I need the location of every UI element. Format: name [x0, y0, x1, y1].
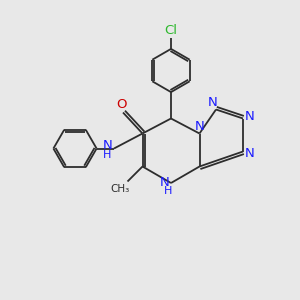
Text: O: O	[116, 98, 127, 111]
Text: H: H	[164, 186, 172, 197]
Text: N: N	[160, 176, 169, 190]
Text: H: H	[103, 150, 112, 160]
Text: N: N	[245, 110, 254, 123]
Text: CH₃: CH₃	[110, 184, 130, 194]
Text: Cl: Cl	[164, 24, 178, 38]
Text: N: N	[103, 139, 112, 152]
Text: N: N	[195, 120, 204, 134]
Text: N: N	[245, 147, 254, 161]
Text: N: N	[208, 96, 218, 110]
